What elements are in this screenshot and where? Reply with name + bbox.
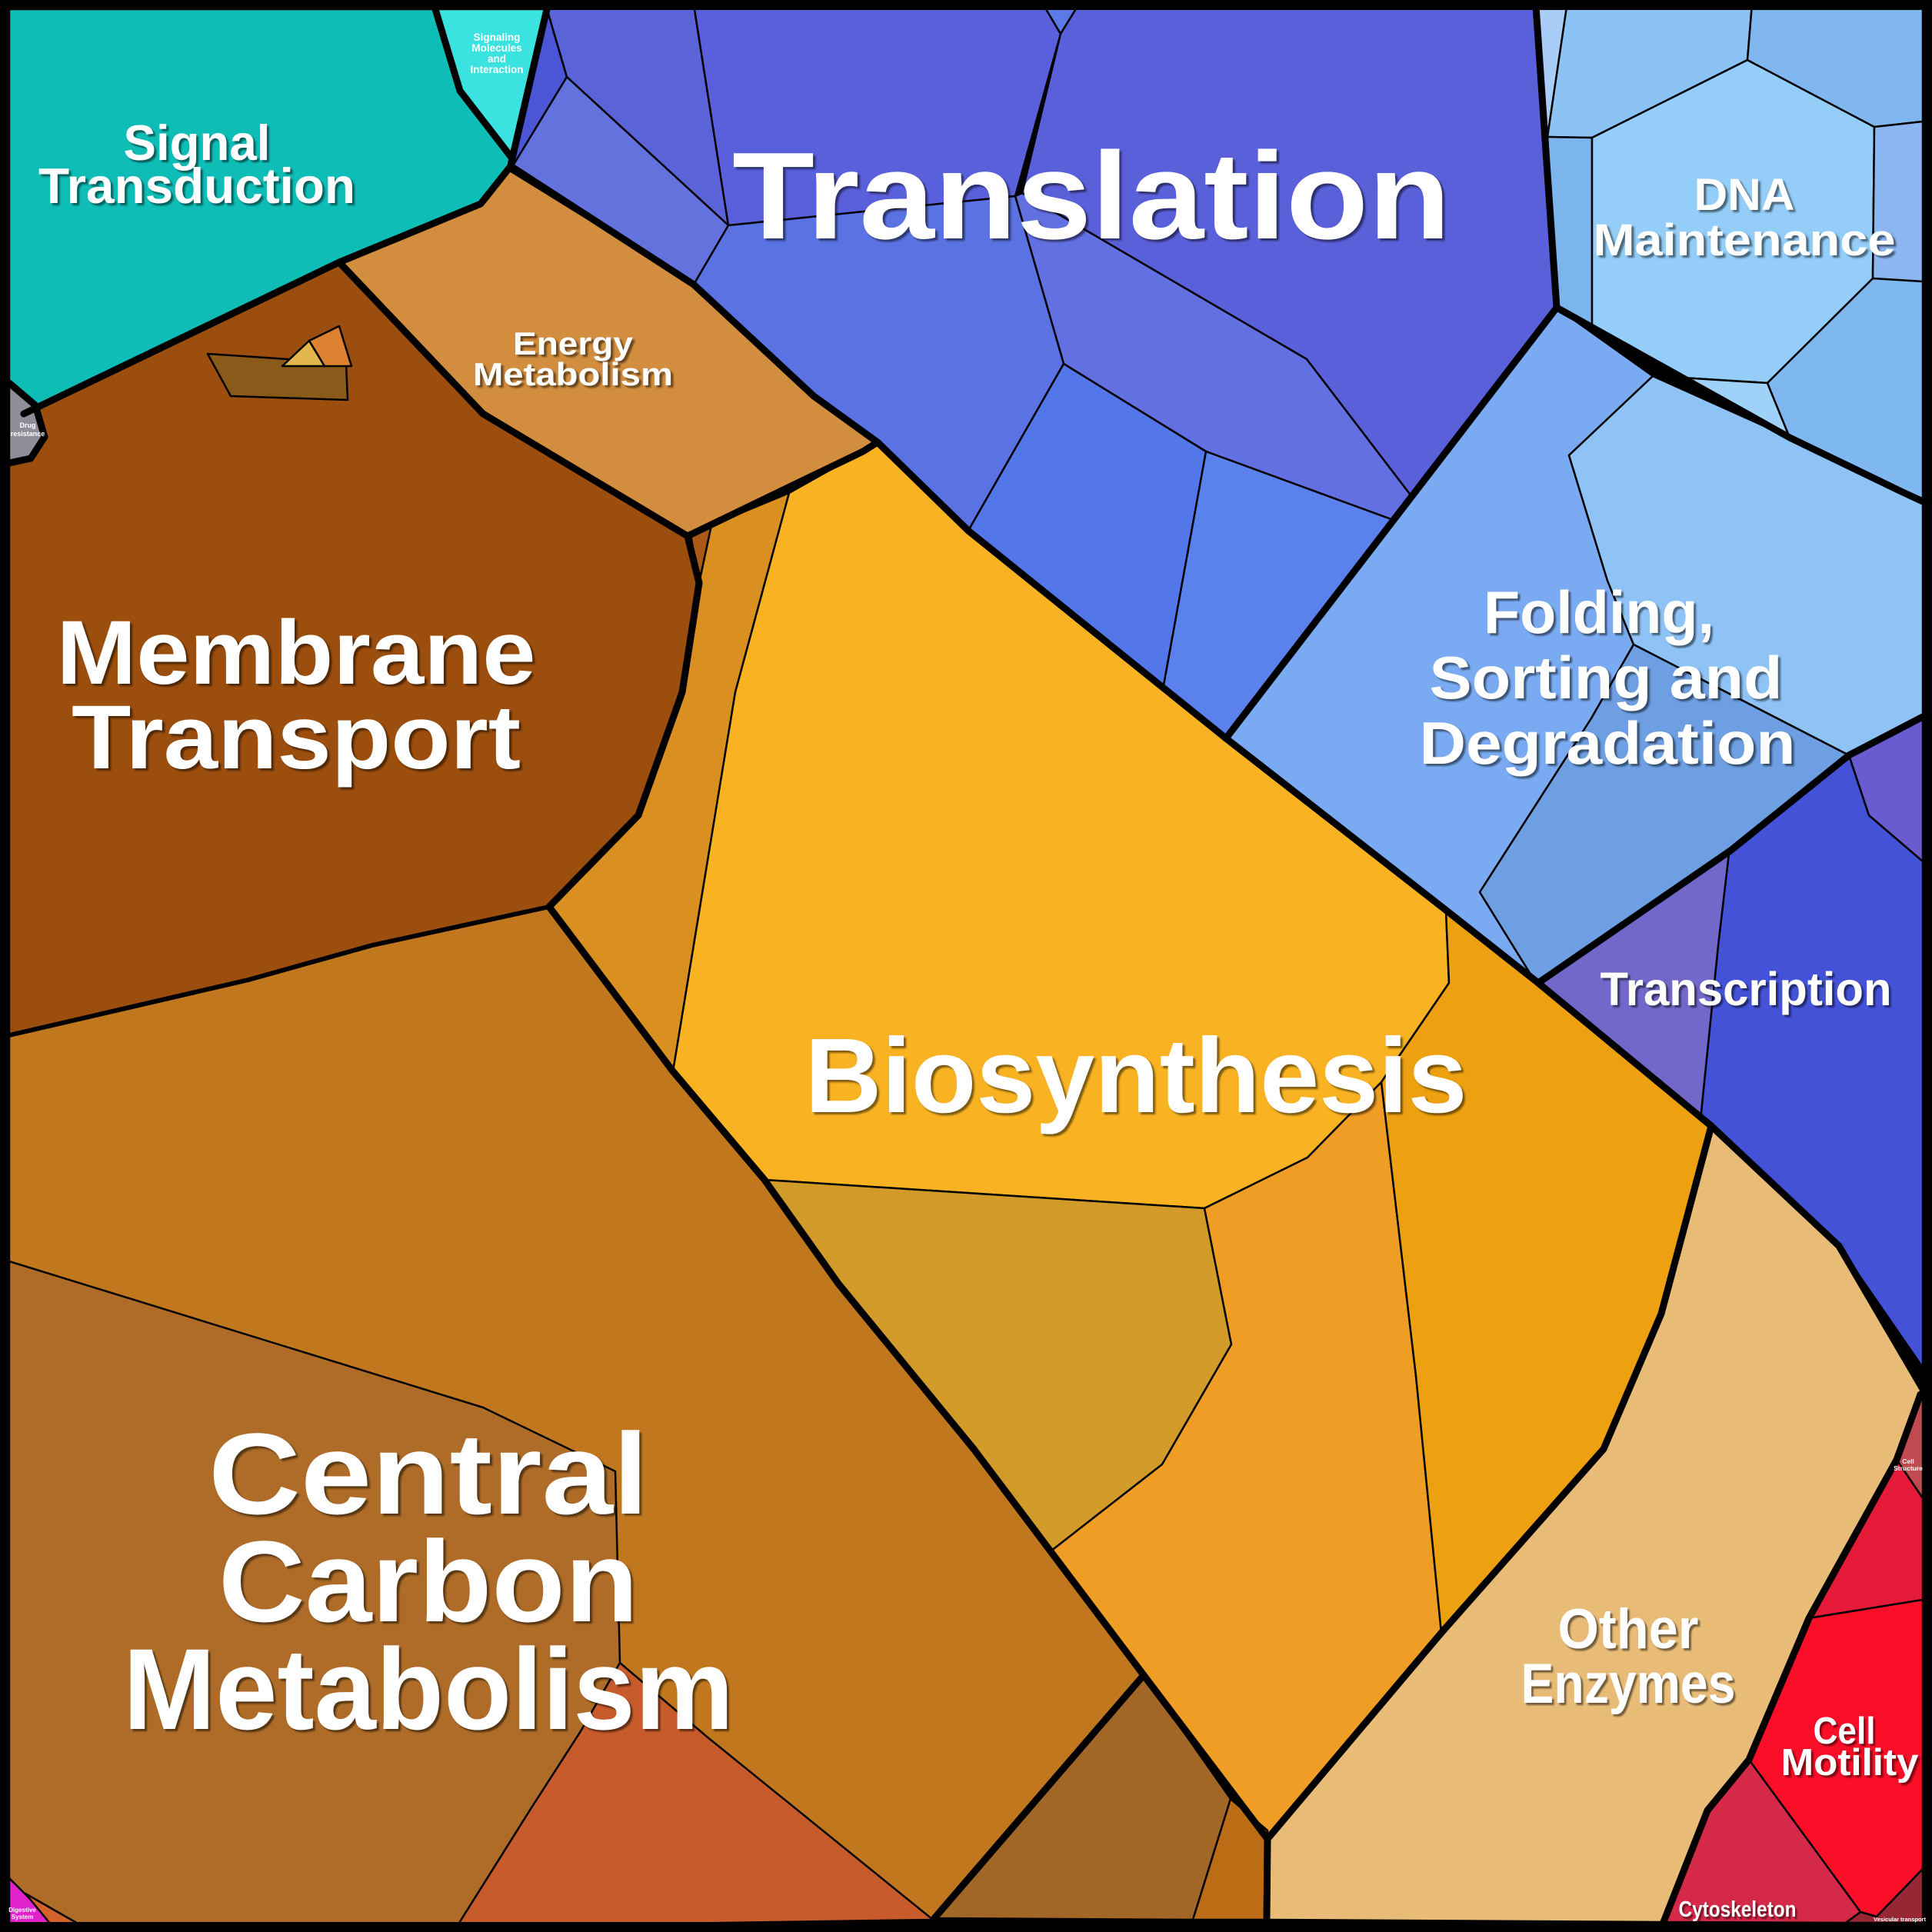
svg-text:Cell: Cell bbox=[1902, 1457, 1914, 1465]
svg-text:Structure: Structure bbox=[1894, 1464, 1923, 1472]
svg-text:Sorting and: Sorting and bbox=[1430, 644, 1783, 711]
svg-text:Signal: Signal bbox=[124, 115, 271, 171]
svg-text:Carbon: Carbon bbox=[218, 1517, 638, 1646]
svg-text:Motility: Motility bbox=[1781, 1742, 1919, 1784]
svg-text:Transport: Transport bbox=[72, 687, 521, 788]
svg-text:System: System bbox=[12, 1914, 33, 1920]
svg-text:Cytoskeleton: Cytoskeleton bbox=[1679, 1897, 1797, 1922]
svg-text:Energy: Energy bbox=[513, 325, 634, 361]
svg-text:Metabolism: Metabolism bbox=[123, 1624, 734, 1754]
svg-text:Metabolism: Metabolism bbox=[473, 356, 673, 392]
svg-text:Cell: Cell bbox=[1814, 1710, 1876, 1752]
svg-text:Biosynthesis: Biosynthesis bbox=[805, 1017, 1467, 1135]
svg-text:Transcription: Transcription bbox=[1601, 963, 1892, 1015]
svg-text:Digestive: Digestive bbox=[8, 1907, 36, 1914]
svg-text:and: and bbox=[488, 53, 506, 65]
svg-text:Membrane: Membrane bbox=[57, 602, 536, 704]
svg-text:Maintenance: Maintenance bbox=[1594, 215, 1896, 265]
svg-text:Other: Other bbox=[1558, 1598, 1699, 1661]
svg-text:Enzymes: Enzymes bbox=[1521, 1653, 1736, 1715]
svg-text:Interaction: Interaction bbox=[470, 64, 523, 75]
svg-text:Folding,: Folding, bbox=[1484, 578, 1714, 646]
svg-text:DNA: DNA bbox=[1694, 170, 1795, 220]
svg-text:Transduction: Transduction bbox=[38, 158, 355, 214]
svg-text:Translation: Translation bbox=[732, 127, 1451, 265]
svg-text:Molecules: Molecules bbox=[471, 42, 521, 54]
svg-text:Drug: Drug bbox=[20, 421, 36, 429]
svg-text:Degradation: Degradation bbox=[1420, 709, 1796, 777]
svg-text:Signaling: Signaling bbox=[474, 32, 521, 43]
svg-text:Vesicular transport: Vesicular transport bbox=[1874, 1916, 1926, 1923]
svg-text:resistance: resistance bbox=[11, 430, 45, 438]
svg-text:Central: Central bbox=[208, 1409, 648, 1538]
